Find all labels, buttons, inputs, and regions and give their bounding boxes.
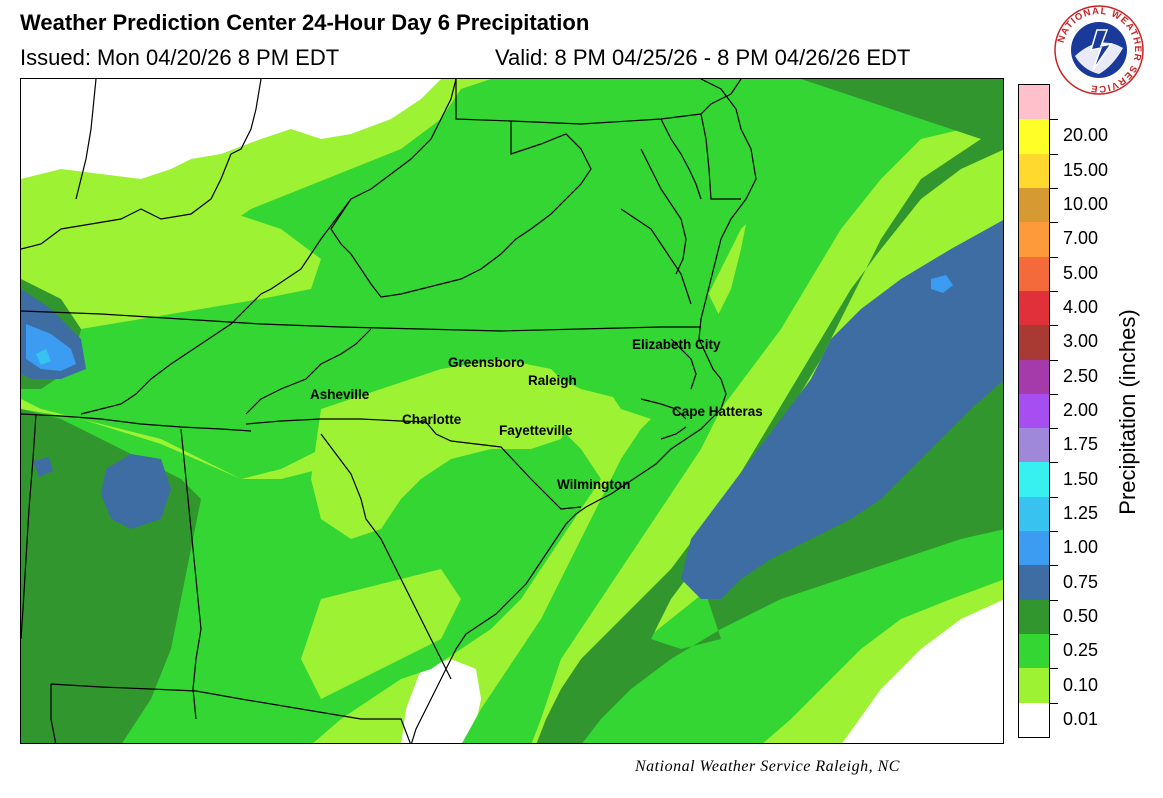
- city-label: Cape Hatteras: [672, 404, 763, 419]
- legend-swatch: [1019, 393, 1049, 429]
- legend-label: 3.00: [1063, 331, 1099, 352]
- city-label: Wilmington: [557, 477, 630, 492]
- legend-label: 1.75: [1063, 434, 1099, 455]
- legend-tick: [1050, 187, 1058, 189]
- precip-area-075: [101, 454, 171, 529]
- legend-tick: [1050, 222, 1058, 224]
- city-label: Raleigh: [528, 373, 577, 388]
- precip-area-075: [33, 457, 53, 477]
- valid-period: Valid: 8 PM 04/25/26 - 8 PM 04/26/26 EDT: [495, 45, 911, 70]
- legend-tick: [1050, 153, 1058, 155]
- legend-swatch: [1019, 565, 1049, 601]
- legend-label: 0.50: [1063, 605, 1099, 626]
- legend-tick: [1050, 531, 1058, 533]
- nws-logo: NATIONAL WEATHER SERVICE: [1054, 5, 1144, 95]
- legend-swatch: [1019, 290, 1049, 326]
- legend-tick: [1050, 668, 1058, 670]
- legend-label: 0.25: [1063, 640, 1099, 661]
- legend-swatch: [1019, 119, 1049, 155]
- legend-label: 2.00: [1063, 400, 1099, 420]
- legend-swatch: [1019, 256, 1049, 292]
- legend-label: 1.25: [1063, 502, 1099, 523]
- no-precip-area-ga: [401, 659, 481, 743]
- legend-label: 20.00: [1063, 125, 1109, 146]
- city-label: Asheville: [310, 387, 370, 402]
- legend-swatch: [1019, 85, 1049, 120]
- precip-area-010: [21, 139, 261, 239]
- precip-area-125: [36, 349, 51, 365]
- no-precip-area-ocean: [842, 599, 1003, 743]
- precip-area-010: [21, 209, 321, 339]
- legend-tick: [1050, 462, 1058, 464]
- precipitation-map: Greensboro Raleigh Elizabeth City Ashevi…: [20, 78, 1004, 744]
- precip-area-075: [681, 220, 1003, 599]
- legend-tick: [1050, 565, 1058, 567]
- legend-label: 0.75: [1063, 571, 1099, 592]
- legend-swatch: [1019, 496, 1049, 532]
- city-label: Greensboro: [448, 355, 525, 370]
- legend-tick: [1050, 290, 1058, 292]
- legend-swatch: [1019, 187, 1049, 223]
- legend-tick: [1050, 119, 1058, 121]
- precip-area-100: [931, 275, 953, 293]
- coastline: [410, 79, 757, 743]
- city-label: Fayetteville: [499, 423, 573, 438]
- legend-swatch: [1019, 222, 1049, 258]
- legend-label: 2.50: [1063, 365, 1099, 386]
- issued-time: Issued: Mon 04/20/26 8 PM EDT: [20, 45, 340, 70]
- legend-swatch: [1019, 634, 1049, 669]
- legend-swatch: [1019, 325, 1049, 361]
- legend-swatch: [1019, 702, 1049, 738]
- precip-legend: [1018, 84, 1050, 738]
- legend-swatch: [1019, 531, 1049, 566]
- legend-tick: [1050, 496, 1058, 498]
- state-boundaries: [21, 79, 742, 743]
- legend-label: 1.50: [1063, 468, 1099, 489]
- legend-tick: [1050, 599, 1058, 601]
- legend-label: 1.00: [1063, 537, 1099, 558]
- legend-label: 0.10: [1063, 674, 1099, 695]
- legend-tick: [1050, 393, 1058, 395]
- legend-label: 4.00: [1063, 297, 1099, 318]
- legend-label: 7.00: [1063, 228, 1099, 249]
- precip-area-010: [301, 569, 461, 699]
- precip-area-010: [311, 359, 581, 539]
- legend-swatch: [1019, 599, 1049, 635]
- precip-area-025: [462, 79, 1003, 743]
- legend-tick: [1050, 359, 1058, 361]
- legend-label: 0.01: [1063, 708, 1099, 729]
- precip-area-025: [21, 79, 781, 479]
- legend-tick: [1050, 702, 1058, 704]
- city-label: Charlotte: [402, 412, 462, 427]
- legend-tick: [1050, 634, 1058, 636]
- city-label: Elizabeth City: [632, 337, 721, 352]
- legend-swatch: [1019, 359, 1049, 395]
- credit-footer: National Weather Service Raleigh, NC: [635, 758, 900, 775]
- legend-label: 5.00: [1063, 262, 1099, 283]
- legend-tick: [1050, 428, 1058, 430]
- legend-swatch: [1019, 428, 1049, 463]
- legend-swatch: [1019, 462, 1049, 498]
- legend-tick: [1050, 256, 1058, 258]
- legend-title: Precipitation (inches): [1115, 309, 1140, 515]
- legend-label: 10.00: [1063, 194, 1109, 215]
- map-title: Weather Prediction Center 24-Hour Day 6 …: [20, 10, 590, 35]
- legend-label: 15.00: [1063, 159, 1109, 180]
- legend-swatch: [1019, 668, 1049, 704]
- legend-swatch: [1019, 153, 1049, 189]
- legend-tick: [1050, 325, 1058, 327]
